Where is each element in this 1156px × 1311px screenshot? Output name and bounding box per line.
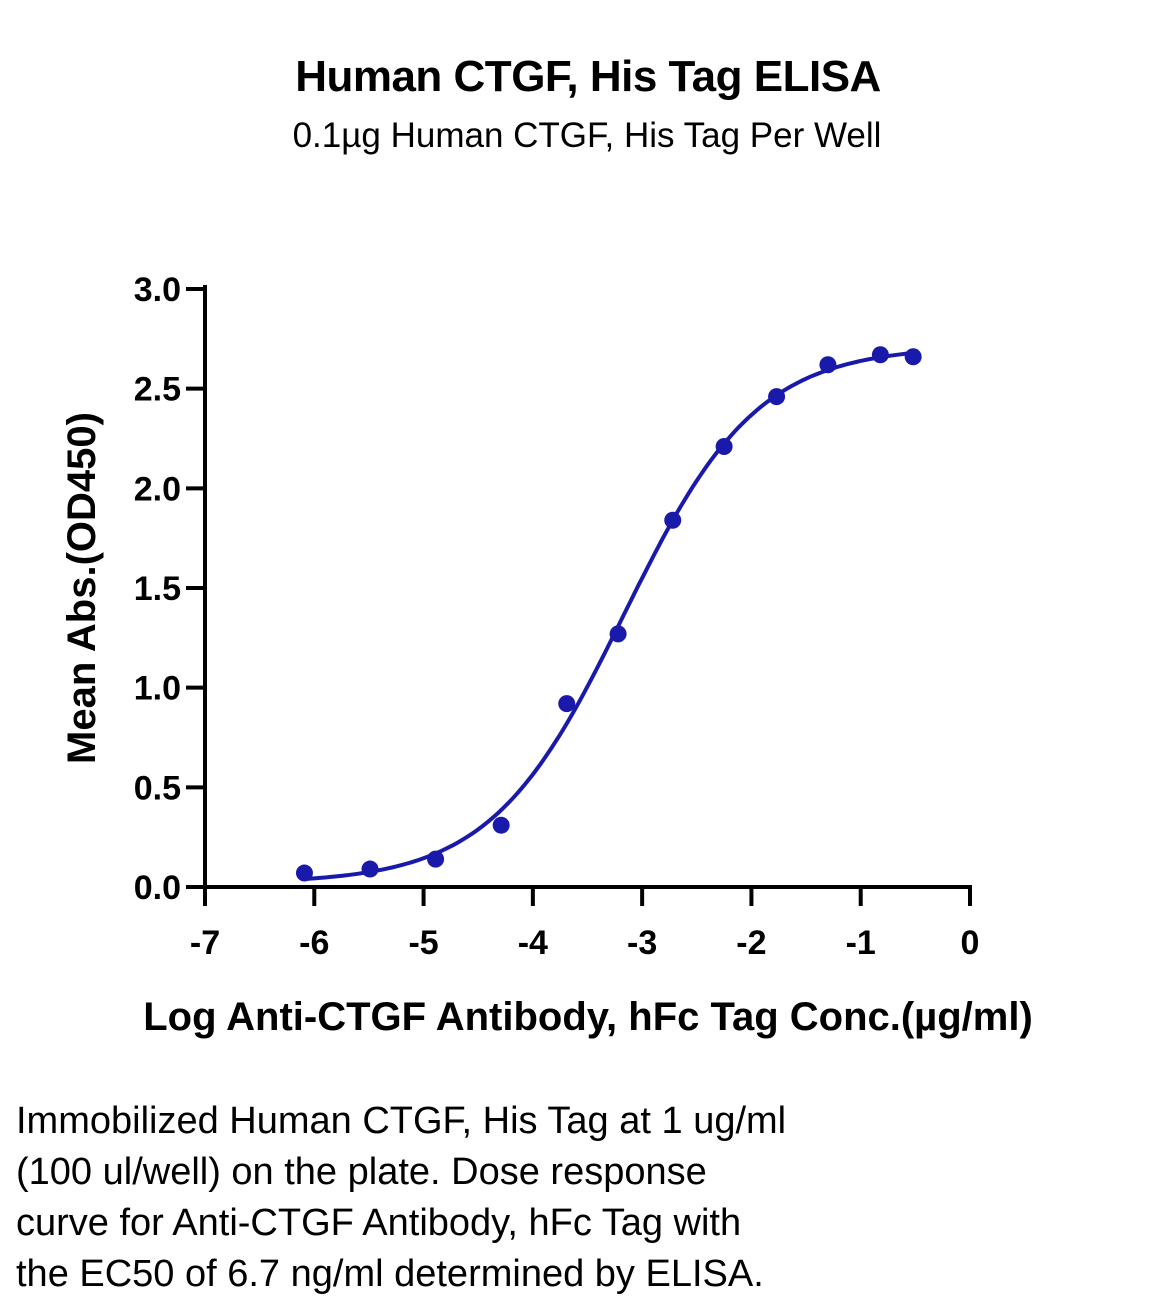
x-tick-label: -6 (299, 924, 329, 962)
data-point (558, 695, 576, 713)
y-tick-label: 0.0 (134, 869, 181, 907)
chart-subtitle: 0.1µg Human CTGF, His Tag Per Well (292, 116, 882, 155)
x-tick-label: 0 (961, 924, 980, 962)
data-point (871, 346, 889, 364)
data-point (904, 348, 922, 366)
caption-line: Immobilized Human CTGF, His Tag at 1 ug/… (16, 1100, 787, 1142)
y-tick-label: 2.5 (134, 371, 181, 409)
caption-line: curve for Anti-CTGF Antibody, hFc Tag wi… (16, 1202, 742, 1244)
x-tick-label: -1 (846, 924, 876, 962)
y-axis-label: Mean Abs.(OD450) (60, 412, 104, 764)
y-tick-label: 0.5 (134, 769, 181, 807)
data-point (492, 816, 510, 834)
data-point (715, 437, 733, 455)
fit-curve-line (304, 350, 914, 882)
x-axis-label: Log Anti-CTGF Antibody, hFc Tag Conc.(µg… (143, 995, 1033, 1039)
caption-line: the EC50 of 6.7 ng/ml determined by ELIS… (16, 1253, 764, 1295)
y-tick-label: 1.5 (134, 570, 181, 608)
x-tick-label: -5 (408, 924, 438, 962)
y-tick-label: 1.0 (134, 670, 181, 708)
chart-area: 0.0 0.5 1.0 1.5 2.0 2.5 3.0 -7 -6 -5 -4 -3 -2 -1 0 Log … (60, 271, 1033, 1039)
data-point (664, 511, 682, 529)
y-tick-label: 3.0 (134, 271, 181, 309)
x-tick-label: -7 (190, 924, 220, 962)
data-point (609, 625, 627, 643)
data-point (295, 864, 313, 882)
x-tick-label: -2 (736, 924, 766, 962)
caption-line: (100 ul/well) on the plate. Dose respons… (16, 1151, 707, 1193)
x-tick-label: -3 (627, 924, 657, 962)
data-point (361, 860, 379, 878)
chart-title: Human CTGF, His Tag ELISA (295, 52, 881, 101)
x-tick-label: -4 (518, 924, 548, 962)
y-tick-label: 2.0 (134, 470, 181, 508)
data-point (819, 356, 837, 374)
data-point (768, 388, 786, 406)
data-point (427, 850, 445, 868)
chart-caption: Immobilized Human CTGF, His Tag at 1 ug/… (16, 1096, 1136, 1300)
